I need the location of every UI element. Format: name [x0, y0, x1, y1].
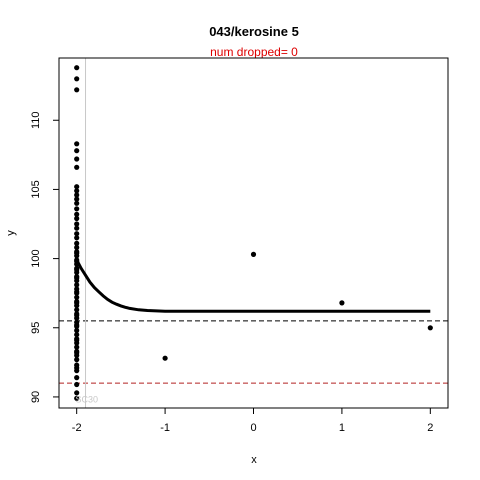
data-point [74, 312, 80, 318]
plot-frame [58, 57, 449, 409]
y-tick-label: 110 [30, 111, 42, 129]
data-point [74, 282, 80, 288]
annotations: SC30 [76, 395, 99, 405]
data-point [74, 196, 80, 202]
x-axis: -2 -1 0 1 2 [72, 408, 433, 434]
data-point [74, 87, 80, 93]
y-axis-label: y [5, 230, 17, 236]
data-point [74, 289, 80, 295]
x-tick-label: 2 [427, 422, 433, 434]
data-point [74, 322, 80, 328]
data-point [74, 337, 80, 343]
data-point [74, 188, 80, 194]
data-point [74, 76, 80, 82]
data-point [74, 225, 80, 231]
data-point [250, 251, 257, 257]
data-point [74, 141, 80, 147]
data-point [74, 357, 80, 363]
data-point [74, 381, 80, 388]
data-point [74, 365, 80, 371]
data-point [74, 148, 80, 154]
data-point [74, 221, 80, 227]
data-points [74, 65, 433, 401]
y-tick-label: 95 [30, 322, 42, 334]
data-point [74, 156, 80, 162]
fit-curve-group [75, 259, 431, 313]
x-tick-label: 0 [250, 422, 256, 434]
data-point [74, 258, 80, 264]
data-point [74, 375, 80, 381]
data-point [74, 164, 80, 170]
data-point [74, 332, 80, 338]
x-axis-label: x [251, 454, 257, 466]
data-point [339, 300, 345, 306]
x-tick-label: -2 [72, 422, 82, 434]
data-point [74, 215, 80, 222]
annotation-label: SC30 [76, 395, 99, 405]
y-tick-label: 90 [30, 391, 42, 403]
data-point [74, 307, 80, 313]
x-tick-label: -1 [160, 422, 170, 434]
data-point [74, 267, 80, 273]
x-tick-label: 1 [339, 422, 345, 434]
data-point [74, 206, 80, 212]
chart-title: 043/kerosine 5 [209, 24, 299, 39]
y-tick-label: 105 [30, 180, 42, 198]
data-point [74, 275, 80, 281]
data-point [74, 231, 80, 237]
data-point [74, 390, 80, 396]
data-point [74, 300, 80, 306]
data-point [74, 65, 80, 71]
data-point [74, 294, 80, 300]
data-point [74, 200, 80, 206]
data-point [74, 235, 80, 241]
y-axis: 90 95 100 105 110 [30, 111, 59, 403]
chart-subtitle: num dropped= 0 [210, 45, 298, 59]
data-point [74, 240, 80, 246]
fit-curve [75, 259, 431, 313]
reference-lines [59, 58, 448, 408]
data-point [74, 211, 80, 217]
data-point [427, 325, 433, 331]
data-point [74, 344, 80, 350]
data-point [162, 355, 168, 361]
data-point [74, 250, 80, 256]
y-tick-label: 100 [30, 249, 42, 267]
data-point [74, 192, 80, 198]
data-point [74, 244, 80, 251]
data-point [74, 395, 80, 401]
data-point [74, 327, 80, 334]
data-point [74, 184, 80, 190]
data-point [74, 350, 80, 356]
